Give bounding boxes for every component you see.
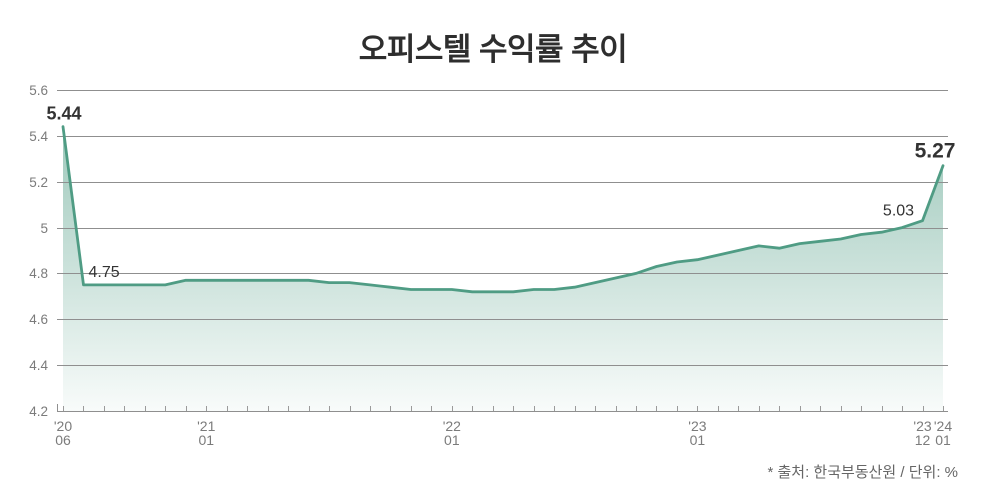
x-tick-label-month: 06: [55, 432, 71, 448]
area-fill: [63, 126, 943, 411]
x-tick-label-year: '20: [54, 418, 72, 434]
x-tick-label-month: 01: [198, 432, 214, 448]
y-tick-label: 4.8: [29, 266, 48, 281]
x-tick-label-month: 12: [915, 432, 931, 448]
x-tick-label-month: 01: [444, 432, 460, 448]
x-tick-label-year: '21: [197, 418, 215, 434]
x-tick-label-year: '22: [443, 418, 461, 434]
y-tick-label: 4.2: [29, 404, 48, 419]
y-tick-label: 5.6: [29, 83, 48, 98]
data-label: 5.27: [915, 140, 956, 163]
y-tick-label: 4.6: [29, 312, 48, 327]
data-label: 5.44: [46, 104, 81, 124]
x-tick-label-year: '24: [934, 418, 952, 434]
x-tick-label-month: 01: [690, 432, 706, 448]
x-tick-label-month: 01: [935, 432, 951, 448]
y-tick-label: 5.4: [29, 129, 48, 144]
data-label: 4.75: [89, 264, 120, 281]
y-tick-label: 5: [40, 221, 48, 236]
trend-line: [61, 125, 945, 294]
x-tick-label-year: '23: [688, 418, 706, 434]
y-tick-label: 5.2: [29, 175, 48, 190]
data-label: 5.03: [883, 203, 914, 220]
x-tick-label-year: '23: [913, 418, 931, 434]
source-note: * 출처: 한국부동산원 / 단위: %: [767, 464, 958, 481]
chart-title: 오피스텔 수익률 추이: [358, 32, 628, 67]
y-tick-label: 4.4: [29, 358, 48, 373]
